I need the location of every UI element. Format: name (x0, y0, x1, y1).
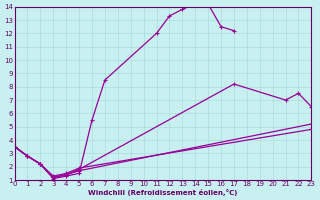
X-axis label: Windchill (Refroidissement éolien,°C): Windchill (Refroidissement éolien,°C) (88, 189, 238, 196)
